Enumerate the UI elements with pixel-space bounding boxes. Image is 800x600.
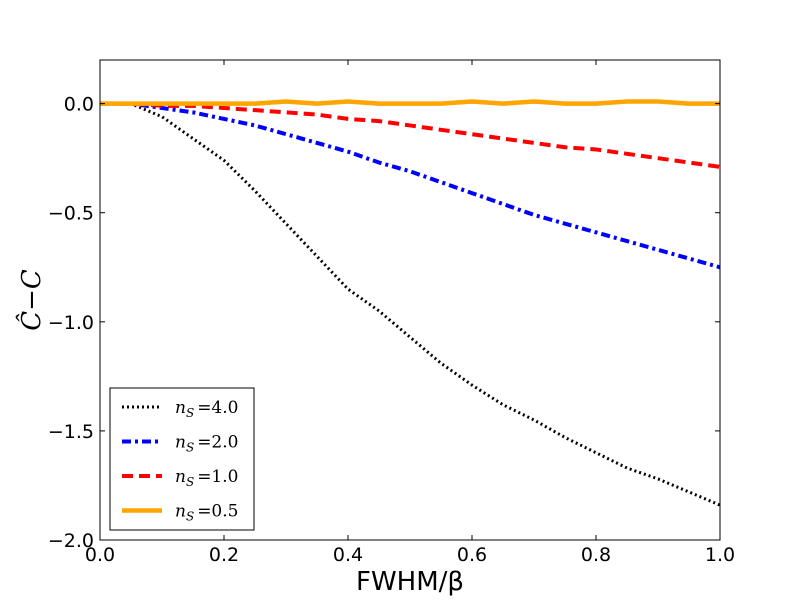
x-tick-label: 0.0 [85, 544, 115, 566]
legend-value: =2.0 [197, 433, 238, 453]
legend-value: =4.0 [197, 398, 238, 418]
x-tick-label: 1.0 [705, 544, 735, 566]
legend-subscript: S [186, 406, 194, 420]
legend-subscript: S [186, 441, 194, 455]
legend-box [109, 387, 255, 531]
legend-symbol: n [175, 502, 186, 522]
series-layer [100, 99, 721, 507]
y-tick-label: −1.5 [48, 421, 94, 443]
x-tick-label: 0.6 [457, 544, 487, 566]
series-line-3 [100, 101, 721, 169]
legend-symbol: n [175, 398, 186, 418]
legend-label-2: nS =2.0 [175, 433, 238, 455]
legend-symbol: n [175, 467, 186, 487]
y-tick-label: −2.0 [48, 530, 94, 552]
x-tick-label: 0.2 [209, 544, 239, 566]
legend-subscript: S [186, 475, 194, 489]
y-tick-label: 0.0 [64, 94, 94, 116]
ticks-layer: 0.0 0.2 0.4 0.6 0.8 1.0 0.0 −0.5 −1.0 −1.5 −2.0 [48, 60, 735, 566]
legend-label-3: nS =1.0 [175, 467, 238, 489]
legend-value: =0.5 [197, 502, 238, 522]
x-tick-label: 0.4 [333, 544, 363, 566]
series-line-4 [100, 99, 720, 106]
legend: nS =4.0nS =2.0nS =1.0nS =0.5 [109, 387, 255, 531]
legend-label-1: nS =4.0 [175, 398, 238, 420]
x-tick-label: 0.8 [581, 544, 611, 566]
legend-value: =1.0 [197, 467, 238, 487]
plot-area-frame [99, 59, 721, 541]
legend-symbol: n [175, 433, 186, 453]
legend-subscript: S [186, 510, 194, 524]
y-axis-label: Ĉ−C [15, 269, 47, 331]
x-axis-label: FWHM/β [356, 567, 464, 597]
legend-label-4: nS =0.5 [175, 502, 238, 524]
series-line-2 [100, 101, 721, 270]
series-line-1 [100, 102, 721, 507]
y-tick-label: −0.5 [48, 203, 94, 225]
y-tick-label: −1.0 [48, 312, 94, 334]
